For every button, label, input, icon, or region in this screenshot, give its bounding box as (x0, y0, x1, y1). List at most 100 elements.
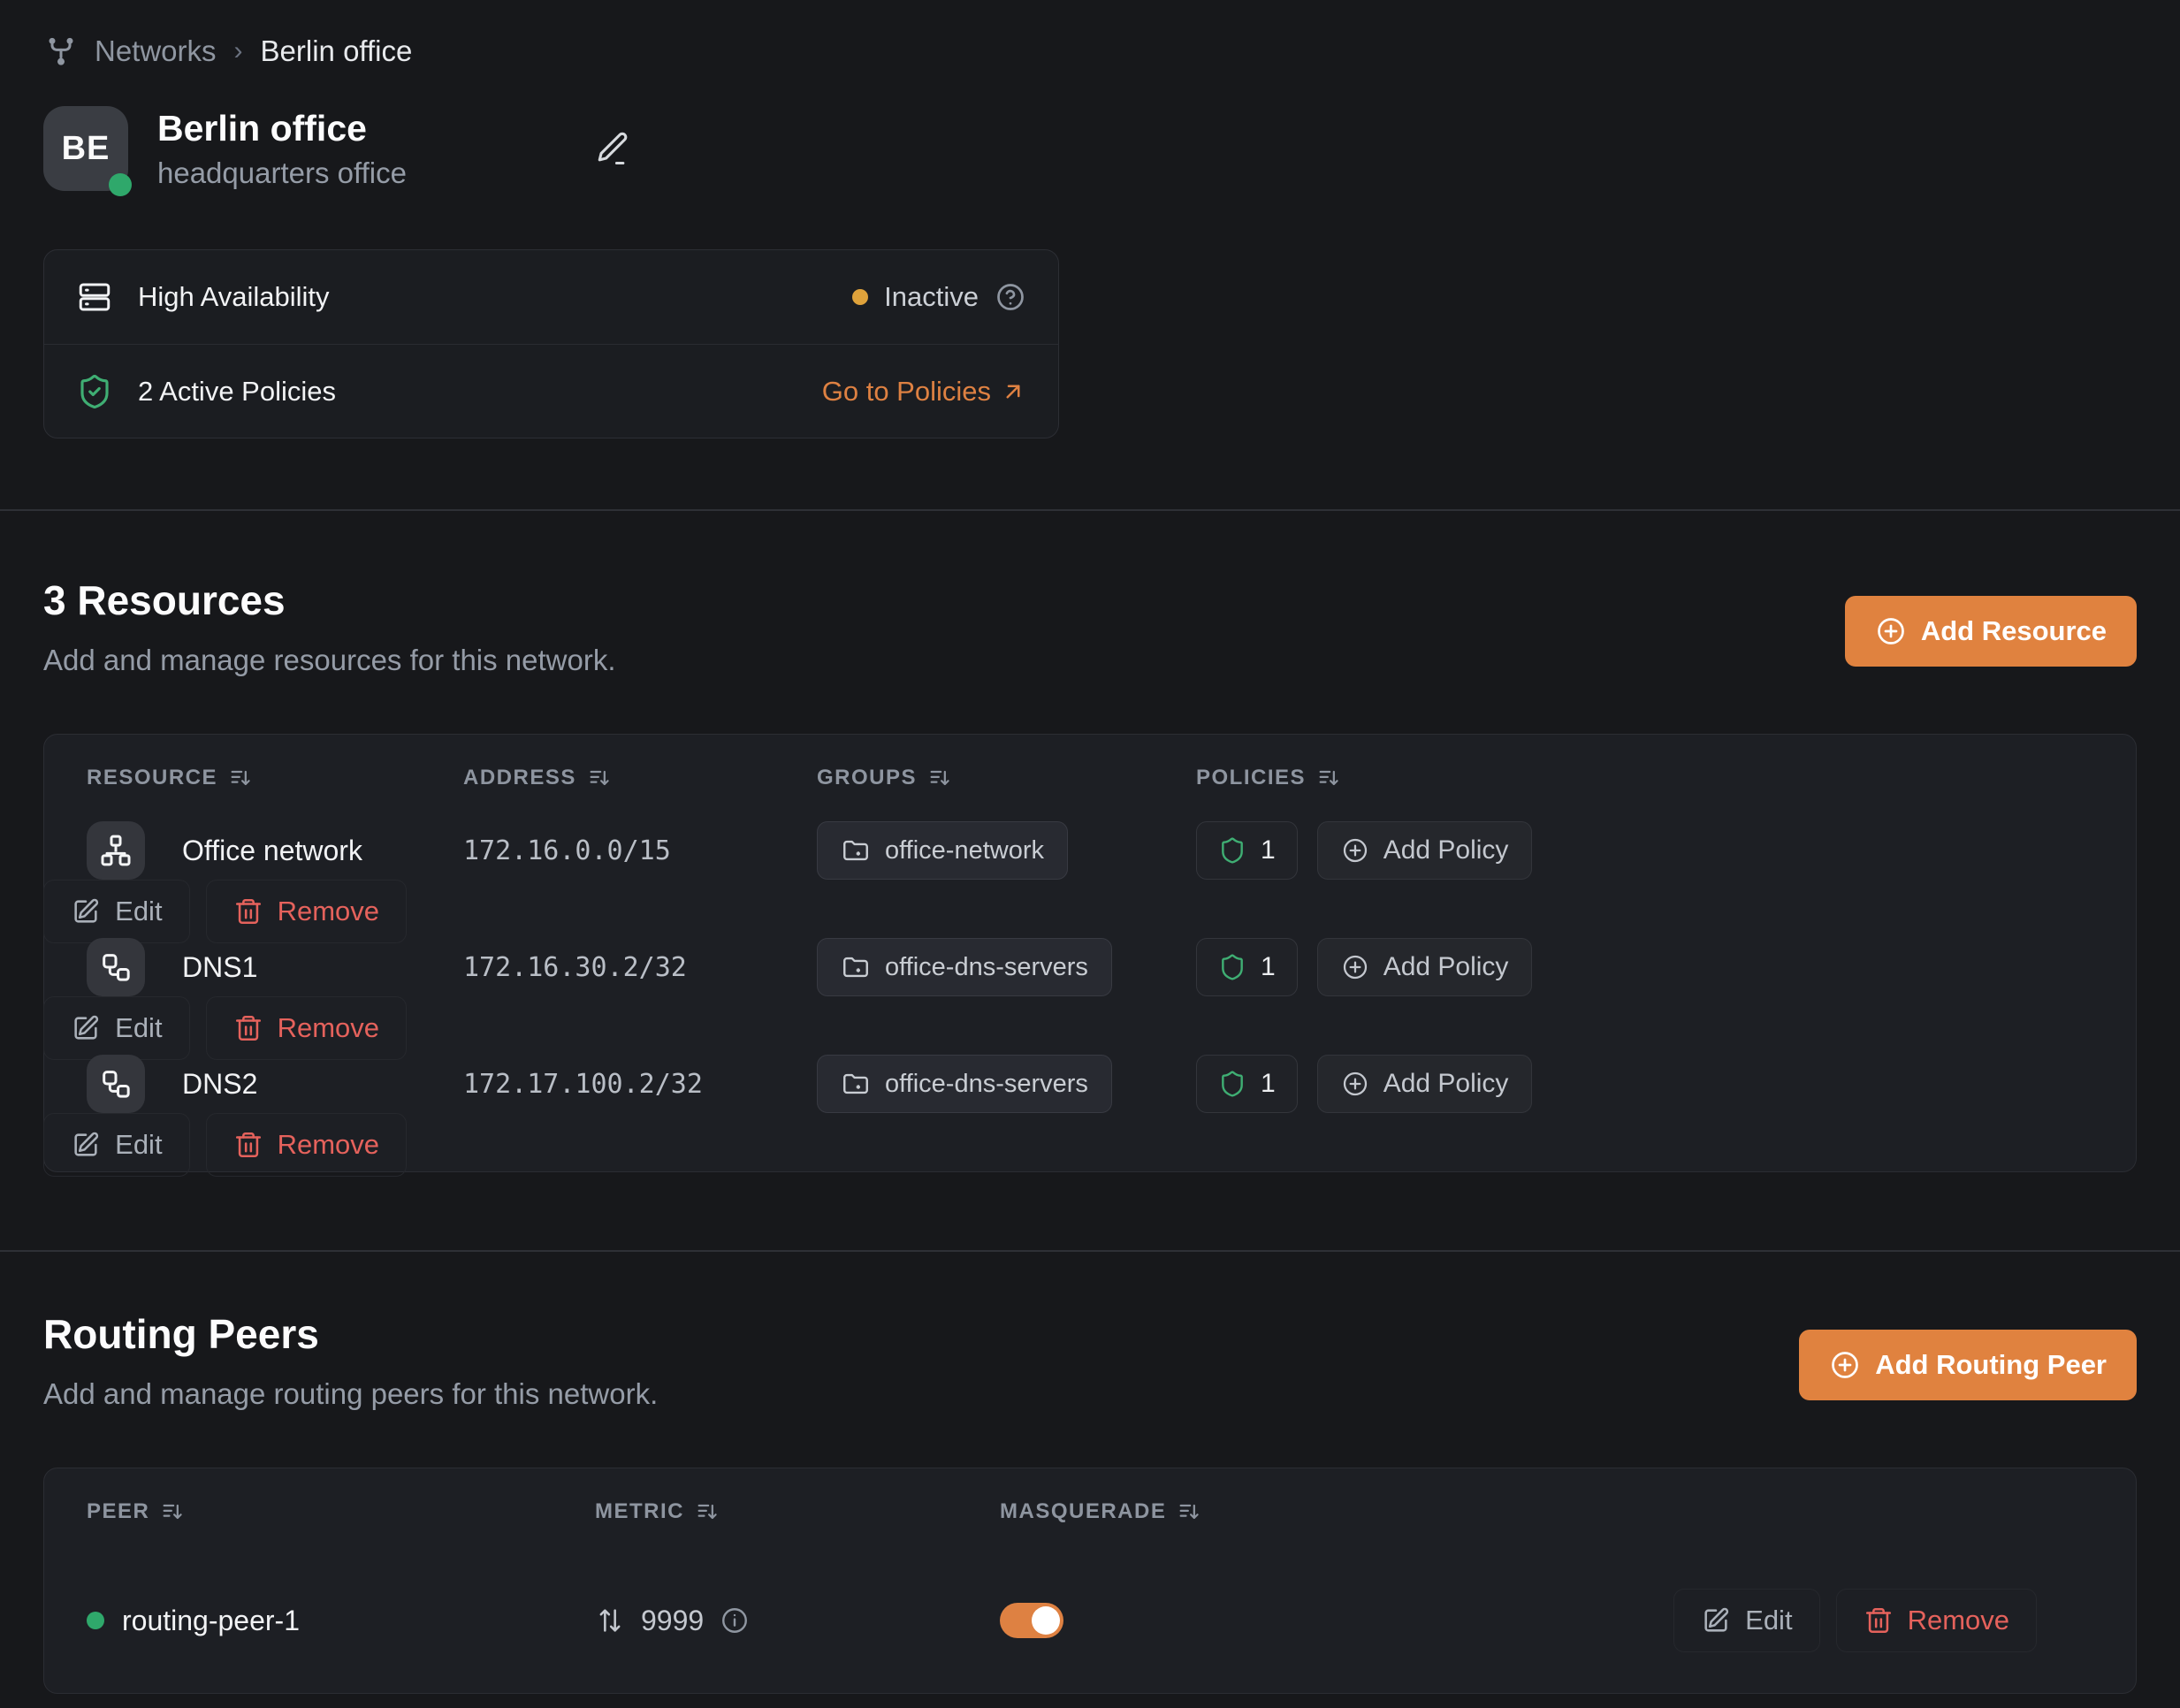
network-avatar: BE (43, 106, 132, 196)
resources-table: RESOURCE ADDRESS GROUPS (43, 734, 2137, 1177)
sort-address-icon[interactable] (587, 766, 612, 790)
table-row: Office network 172.16.0.0/15 office-netw… (43, 821, 2093, 943)
edit-icon (1704, 1607, 1729, 1632)
active-policies-row: 2 Active Policies Go to Policies (44, 344, 1058, 438)
ha-status-text: Inactive (884, 281, 979, 312)
add-resource-label: Add Resource (1920, 615, 2107, 646)
resources-title: 3 Resources (43, 577, 286, 623)
folder-icon (843, 957, 868, 978)
edit-button[interactable]: Edit (43, 996, 190, 1060)
plus-circle-icon (1877, 618, 1904, 644)
page-title: Berlin office (157, 108, 367, 149)
add-routing-peer-label: Add Routing Peer (1875, 1349, 2107, 1380)
go-to-policies-link[interactable]: Go to Policies (822, 376, 1026, 408)
group-badge[interactable]: office-dns-servers (817, 938, 1112, 996)
remove-button[interactable]: Remove (1835, 1589, 2037, 1652)
add-policy-button[interactable]: Add Policy (1316, 821, 1533, 880)
table-row: routing-peer-1 9999 (87, 1564, 2093, 1677)
trash-icon (235, 1132, 261, 1158)
plus-circle-icon (1343, 1071, 1367, 1096)
peers-table-header: PEER METRIC MASQUERADE (87, 1468, 2093, 1555)
sort-policies-icon[interactable] (1316, 766, 1341, 790)
info-icon[interactable] (720, 1605, 750, 1636)
sort-masquerade-icon[interactable] (1177, 1499, 1201, 1524)
breadcrumb-separator: › (233, 36, 243, 65)
breadcrumb: Networks › Berlin office (43, 0, 2137, 69)
policy-count-badge[interactable]: 1 (1196, 938, 1298, 996)
folder-icon (843, 840, 868, 861)
edit-icon (74, 1015, 99, 1040)
edit-button[interactable]: Edit (43, 880, 190, 943)
policy-count-badge[interactable]: 1 (1196, 1055, 1298, 1113)
edit-label: Edit (115, 896, 163, 926)
trash-icon (235, 1015, 261, 1041)
remove-button[interactable]: Remove (205, 1113, 407, 1177)
add-routing-peer-button[interactable]: Add Routing Peer (1799, 1330, 2137, 1400)
policy-count-badge[interactable]: 1 (1196, 821, 1298, 880)
edit-label: Edit (115, 1129, 163, 1160)
inactive-status-dot (852, 289, 869, 305)
arrow-up-down-icon (599, 1609, 621, 1632)
remove-button[interactable]: Remove (205, 996, 407, 1060)
network-summary-card: High Availability Inactive (43, 249, 1059, 438)
routing-peers-subtitle: Add and manage routing peers for this ne… (43, 1377, 659, 1410)
sitemap-icon (87, 821, 145, 880)
sort-peer-icon[interactable] (160, 1499, 185, 1524)
shield-icon (1222, 837, 1243, 864)
add-policy-button[interactable]: Add Policy (1316, 1055, 1533, 1113)
col-groups-label: GROUPS (817, 766, 918, 789)
resource-address: 172.16.30.2/32 (463, 951, 687, 983)
group-badge[interactable]: office-network (817, 821, 1068, 880)
edit-icon (74, 898, 99, 923)
remove-button[interactable]: Remove (205, 880, 407, 943)
add-policy-label: Add Policy (1383, 1069, 1509, 1098)
add-policy-label: Add Policy (1383, 835, 1509, 865)
edit-button[interactable]: Edit (1673, 1589, 1820, 1652)
resource-address: 172.16.0.0/15 (463, 835, 671, 866)
trash-icon (235, 898, 261, 925)
high-availability-label: High Availability (138, 281, 330, 312)
workflow-icon (87, 1055, 145, 1113)
col-resource-label: RESOURCE (87, 766, 218, 789)
network-header: BE Berlin office headquarters office (43, 106, 2137, 196)
help-icon[interactable] (995, 281, 1026, 313)
networks-icon (43, 34, 79, 69)
add-policy-button[interactable]: Add Policy (1316, 938, 1533, 996)
add-policy-label: Add Policy (1383, 952, 1509, 981)
add-resource-button[interactable]: Add Resource (1844, 596, 2137, 667)
group-badge[interactable]: office-dns-servers (817, 1055, 1112, 1113)
resources-table-header: RESOURCE ADDRESS GROUPS (87, 735, 2093, 821)
edit-icon (74, 1132, 99, 1156)
breadcrumb-networks[interactable]: Networks (43, 34, 217, 69)
sort-resource-icon[interactable] (228, 766, 253, 790)
masquerade-toggle[interactable] (1000, 1603, 1063, 1638)
edit-network-icon[interactable] (592, 129, 631, 168)
policy-count-value: 1 (1261, 835, 1276, 865)
remove-label: Remove (1907, 1605, 2009, 1636)
shield-check-icon (76, 373, 113, 410)
col-peer-label: PEER (87, 1499, 150, 1523)
sort-groups-icon[interactable] (927, 766, 952, 790)
resources-section: 3 Resources Add and manage resources for… (0, 509, 2180, 1177)
avatar-initials: BE (61, 129, 111, 167)
remove-label: Remove (277, 896, 379, 926)
remove-label: Remove (277, 1129, 379, 1160)
breadcrumb-root-label: Networks (95, 34, 217, 67)
high-availability-row: High Availability Inactive (44, 250, 1058, 344)
resource-name: DNS2 (182, 1067, 258, 1100)
routing-peers-section: Routing Peers Add and manage routing pee… (0, 1250, 2180, 1694)
workflow-icon (87, 938, 145, 996)
sort-metric-icon[interactable] (695, 1499, 720, 1524)
col-masquerade-label: MASQUERADE (1000, 1499, 1167, 1523)
trash-icon (1865, 1607, 1891, 1634)
group-badge-label: office-dns-servers (885, 952, 1088, 981)
metric-value: 9999 (641, 1604, 705, 1636)
table-row: DNS1 172.16.30.2/32 office-dns-servers (43, 938, 2093, 1060)
col-address-label: ADDRESS (463, 766, 576, 789)
page-subtitle: headquarters office (157, 156, 407, 189)
routing-peers-table: PEER METRIC MASQUERADE (43, 1468, 2137, 1694)
edit-button[interactable]: Edit (43, 1113, 190, 1177)
arrow-up-right-icon (1006, 385, 1020, 398)
go-to-policies-label: Go to Policies (821, 375, 991, 407)
